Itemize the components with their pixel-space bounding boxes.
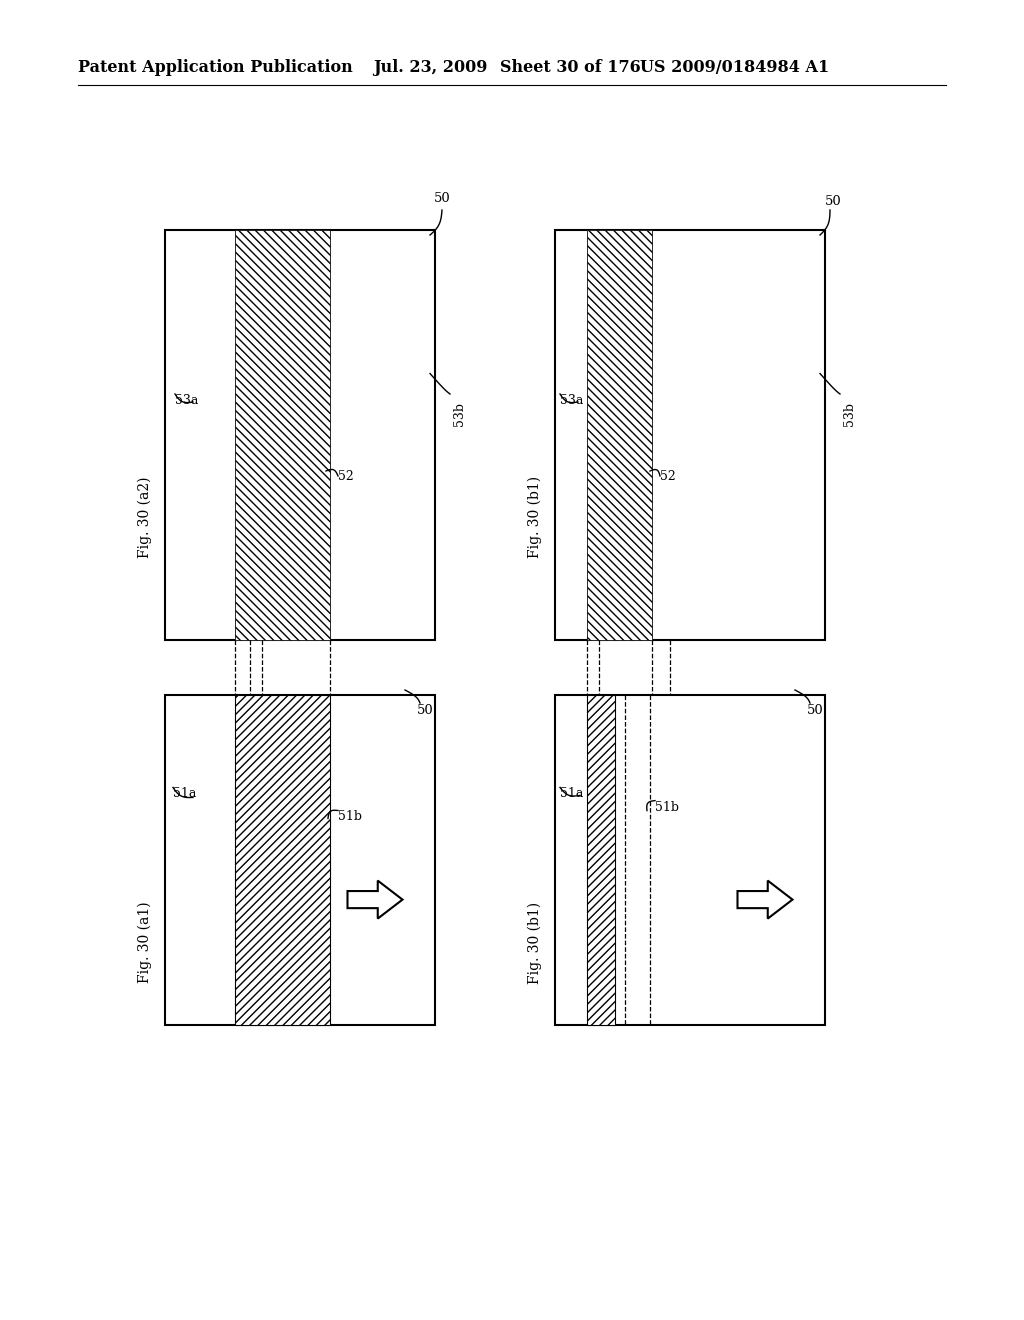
Bar (234, 696, 330, 1026)
Text: 50: 50 (824, 195, 842, 209)
Text: 51b: 51b (655, 801, 679, 813)
Bar (555, 230, 825, 640)
Text: Fig. 30 (a2): Fig. 30 (a2) (138, 477, 153, 558)
Text: 50: 50 (417, 704, 433, 717)
Text: 53b: 53b (844, 403, 856, 426)
Text: 53a: 53a (560, 393, 584, 407)
Polygon shape (347, 880, 402, 919)
Text: US 2009/0184984 A1: US 2009/0184984 A1 (640, 59, 829, 77)
Text: 50: 50 (807, 704, 823, 717)
Polygon shape (737, 880, 793, 919)
Bar (165, 230, 435, 640)
Bar (587, 230, 652, 640)
Bar (234, 230, 330, 640)
Text: 52: 52 (338, 470, 353, 483)
Bar (165, 696, 435, 1026)
Bar (555, 696, 825, 1026)
Bar (234, 230, 330, 640)
Bar (587, 230, 652, 640)
Bar (587, 696, 615, 1026)
Text: Patent Application Publication: Patent Application Publication (78, 59, 352, 77)
Text: 50: 50 (433, 191, 451, 205)
Text: Fig. 30 (b1): Fig. 30 (b1) (527, 902, 542, 983)
Text: 51a: 51a (560, 788, 584, 800)
Text: 51b: 51b (338, 810, 362, 824)
Text: Jul. 23, 2009: Jul. 23, 2009 (373, 59, 487, 77)
Text: 53b: 53b (454, 403, 467, 426)
Text: 51a: 51a (173, 788, 197, 800)
Text: 52: 52 (660, 470, 676, 483)
Text: Fig. 30 (b1): Fig. 30 (b1) (527, 477, 542, 558)
Text: 53a: 53a (175, 393, 199, 407)
Text: Sheet 30 of 176: Sheet 30 of 176 (500, 59, 641, 77)
Text: Fig. 30 (a1): Fig. 30 (a1) (138, 902, 153, 983)
